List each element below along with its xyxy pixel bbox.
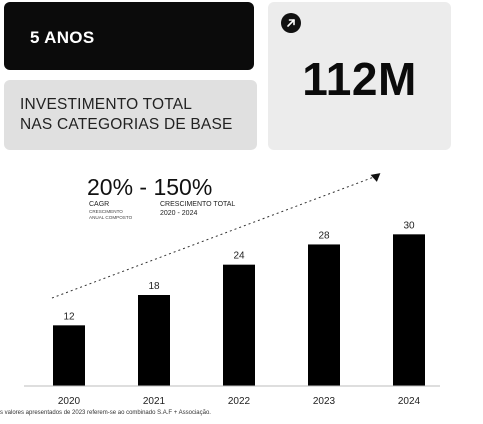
bar-2024	[393, 234, 425, 386]
cagr-label: CAGR	[89, 201, 110, 208]
bar-2023	[308, 244, 340, 386]
arrow-up-right-icon	[281, 13, 301, 33]
x-tick-label-2023: 2023	[313, 396, 336, 407]
bar-2020	[53, 325, 85, 386]
footnote: s valores apresentados de 2023 referem-s…	[0, 410, 211, 416]
title-card: INVESTIMENTO TOTAL NAS CATEGORIAS DE BAS…	[4, 80, 257, 150]
period-label: 5 ANOS	[30, 28, 95, 47]
title-line-1: INVESTIMENTO TOTAL	[20, 96, 193, 113]
cagr-description-line-1: CRESCIMENTO	[89, 209, 123, 214]
total-growth-period: 2020 - 2024	[160, 210, 198, 217]
bar-2022	[223, 264, 255, 386]
value-label-2024: 30	[403, 220, 415, 231]
trend-arrow-line	[51, 176, 375, 299]
x-tick-label-2020: 2020	[58, 396, 81, 407]
trend-arrow-head-icon	[370, 173, 381, 182]
stat-value: 112M	[302, 53, 417, 105]
cagr-description: CRESCIMENTO ANUAL COMPOSTO	[89, 209, 149, 220]
x-tick-label-2024: 2024	[398, 396, 421, 407]
stat-card: 112M	[268, 2, 451, 150]
cagr-description-line-2: ANUAL COMPOSTO	[89, 214, 133, 220]
bar-chart: 12 18 24 28 30 2020 2021 2022 2023 2024	[24, 173, 440, 407]
period-card: 5 ANOS	[4, 2, 254, 70]
value-label-2023: 28	[318, 230, 330, 241]
value-label-2020: 12	[63, 311, 75, 322]
value-label-2021: 18	[148, 281, 160, 292]
title-text: INVESTIMENTO TOTAL NAS CATEGORIAS DE BAS…	[20, 95, 233, 135]
x-tick-label-2021: 2021	[143, 396, 166, 407]
total-growth-label: CRESCIMENTO TOTAL	[160, 201, 236, 208]
value-label-2022: 24	[233, 251, 245, 262]
growth-headline: 20% - 150%	[87, 174, 213, 200]
bar-2021	[138, 295, 170, 386]
title-line-2: NAS CATEGORIAS DE BASE	[20, 116, 233, 133]
x-tick-label-2022: 2022	[228, 396, 251, 407]
